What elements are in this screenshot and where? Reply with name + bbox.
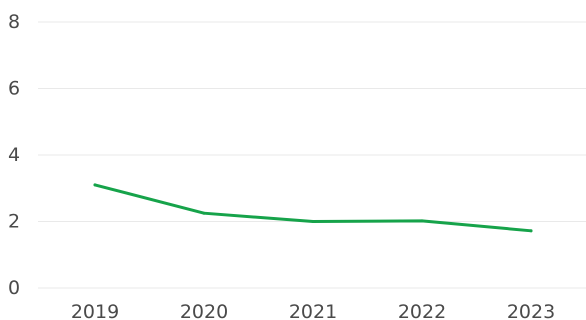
grid-lines [38, 21, 586, 289]
y-tick-label: 2 [8, 211, 20, 233]
series-layer [93, 183, 533, 233]
y-tick-label: 6 [8, 78, 20, 100]
y-tick-label: 0 [8, 277, 20, 299]
series-line-0 [93, 183, 533, 233]
y-tick-label: 8 [8, 11, 20, 33]
x-tick-label: 2022 [398, 301, 446, 320]
x-tick-label: 2020 [180, 301, 228, 320]
data-point [529, 229, 533, 233]
data-point [202, 211, 206, 215]
data-point [420, 219, 424, 223]
y-tick-label: 4 [8, 144, 20, 166]
data-point [311, 220, 315, 223]
data-point [93, 183, 97, 187]
x-tick-label: 2023 [507, 301, 555, 320]
x-tick-label: 2019 [71, 301, 119, 320]
y-axis-ticks: 0 2 4 6 8 [8, 11, 20, 299]
x-axis-ticks: 2019 2020 2021 2022 2023 [71, 301, 555, 320]
x-tick-label: 2021 [289, 301, 337, 320]
